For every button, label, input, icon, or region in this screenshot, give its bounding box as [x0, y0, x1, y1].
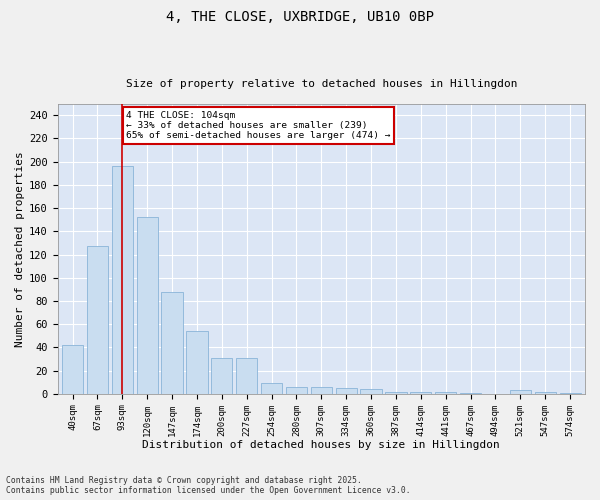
- Bar: [62, 345, 83, 394]
- Text: Contains HM Land Registry data © Crown copyright and database right 2025.
Contai: Contains HM Land Registry data © Crown c…: [6, 476, 410, 495]
- Bar: [435, 392, 456, 394]
- Bar: [236, 358, 257, 394]
- Bar: [161, 292, 182, 394]
- Bar: [510, 390, 531, 394]
- Bar: [112, 166, 133, 394]
- Bar: [460, 392, 481, 394]
- Bar: [335, 388, 357, 394]
- Bar: [560, 392, 581, 394]
- Bar: [137, 218, 158, 394]
- Bar: [535, 392, 556, 394]
- Y-axis label: Number of detached properties: Number of detached properties: [15, 151, 25, 346]
- Title: Size of property relative to detached houses in Hillingdon: Size of property relative to detached ho…: [125, 79, 517, 89]
- Bar: [311, 387, 332, 394]
- Bar: [385, 392, 407, 394]
- Bar: [87, 246, 108, 394]
- Bar: [261, 384, 282, 394]
- Bar: [187, 331, 208, 394]
- Bar: [286, 387, 307, 394]
- X-axis label: Distribution of detached houses by size in Hillingdon: Distribution of detached houses by size …: [142, 440, 500, 450]
- Text: 4 THE CLOSE: 104sqm
← 33% of detached houses are smaller (239)
65% of semi-detac: 4 THE CLOSE: 104sqm ← 33% of detached ho…: [126, 110, 391, 140]
- Bar: [410, 392, 431, 394]
- Text: 4, THE CLOSE, UXBRIDGE, UB10 0BP: 4, THE CLOSE, UXBRIDGE, UB10 0BP: [166, 10, 434, 24]
- Bar: [361, 389, 382, 394]
- Bar: [211, 358, 232, 394]
